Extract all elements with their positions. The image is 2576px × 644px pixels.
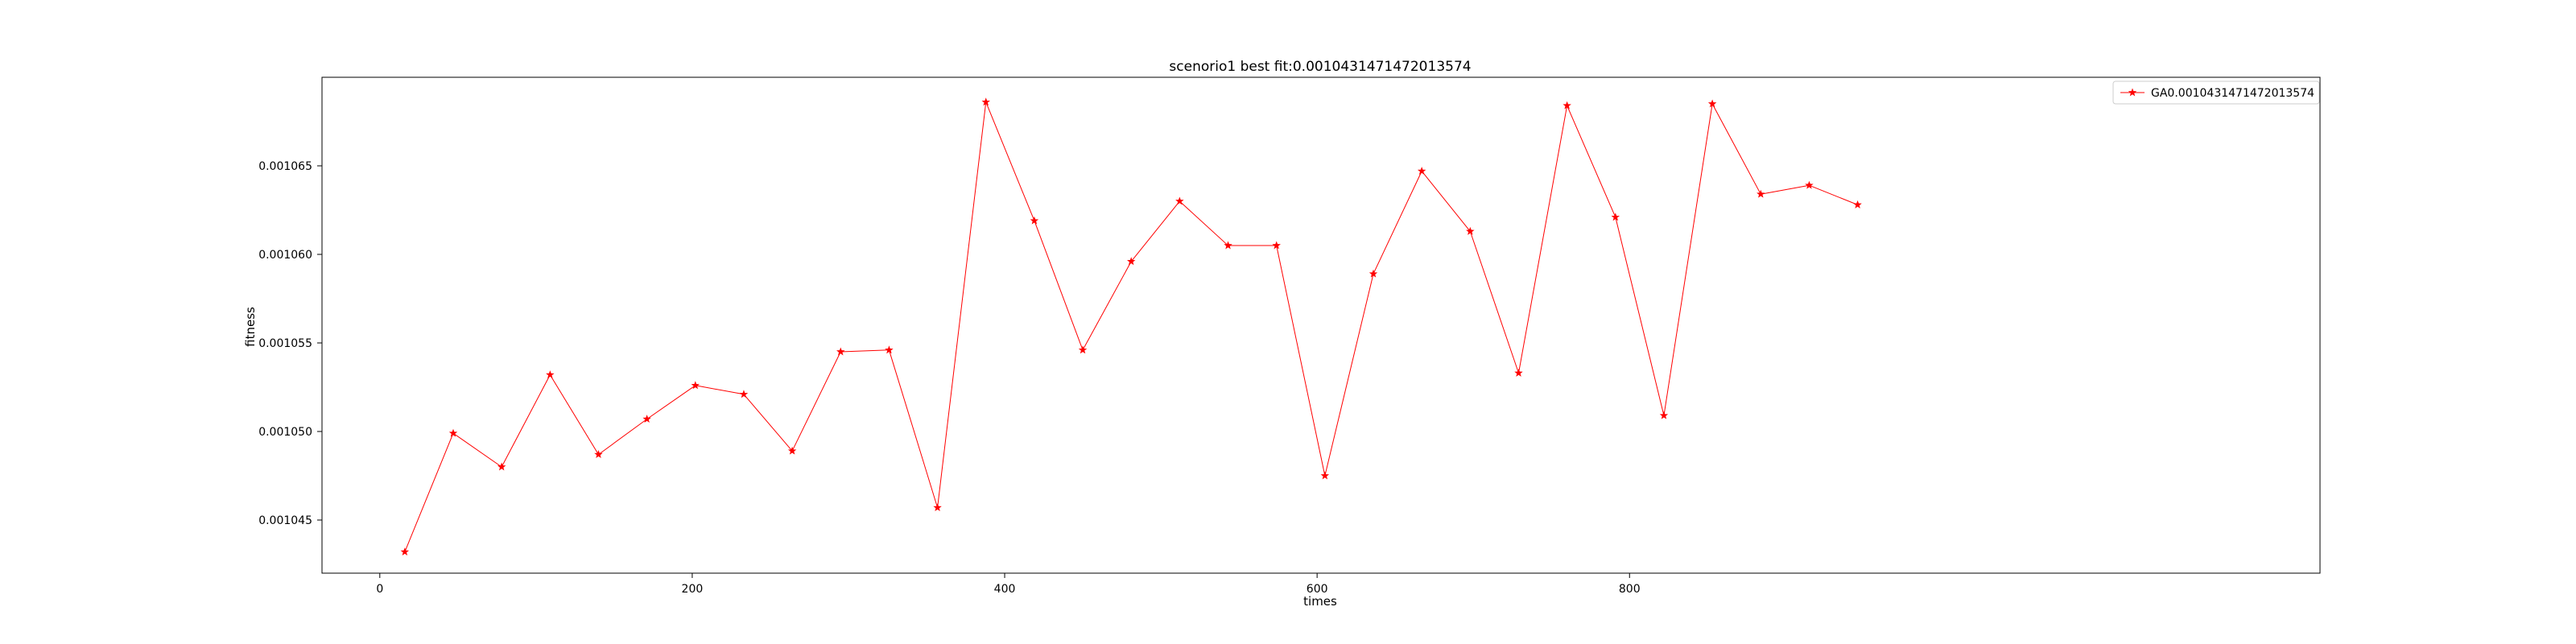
data-point-marker <box>1126 257 1136 266</box>
data-point-marker <box>1078 345 1088 354</box>
y-tick-label: 0.001050 <box>258 426 312 439</box>
data-point-marker <box>1805 180 1814 189</box>
data-point-marker <box>546 370 555 379</box>
plot-area: 0 200 400 600 800 0.001045 0.001050 0.001055 0.0… <box>258 76 2321 596</box>
data-point-marker <box>1320 471 1330 480</box>
data-point-marker <box>497 462 506 471</box>
data-point-marker <box>1757 189 1765 198</box>
plot-frame <box>321 76 2321 574</box>
data-point-marker <box>448 428 458 437</box>
data-point-marker <box>1514 368 1523 377</box>
data-point-marker <box>1853 200 1862 208</box>
x-tick-label: 400 <box>994 583 1016 596</box>
data-point-marker <box>981 97 990 106</box>
data-point-marker <box>739 390 749 398</box>
data-point-marker <box>1417 167 1426 175</box>
data-point-marker <box>1707 99 1717 108</box>
data-point-marker <box>1175 196 1184 205</box>
y-tick-label: 0.001055 <box>258 337 312 350</box>
chart-title: scenorio1 best fit:0.0010431471472013574 <box>1169 59 1471 75</box>
legend-series-label: GA0.0010431471472013574 <box>2151 87 2314 100</box>
y-axis-label: fitness <box>243 307 258 347</box>
data-point-marker <box>400 547 410 556</box>
data-point-marker <box>933 503 942 512</box>
y-tick-label: 0.001060 <box>258 249 312 262</box>
x-axis-label: times <box>1303 594 1337 609</box>
data-point-marker <box>642 415 651 423</box>
data-point-marker <box>691 381 700 390</box>
data-point-marker <box>1368 269 1378 278</box>
data-point-marker <box>787 446 797 455</box>
data-point-marker <box>885 345 894 354</box>
legend-star-marker <box>2128 88 2137 97</box>
x-tick-label: 600 <box>1307 583 1328 596</box>
x-tick-label: 800 <box>1619 583 1641 596</box>
x-tick-label: 0 <box>376 583 383 596</box>
data-point-marker <box>594 450 603 459</box>
y-tick-label: 0.001045 <box>258 514 312 527</box>
legend-box <box>2112 80 2320 105</box>
data-point-marker <box>1272 241 1281 250</box>
y-tick-label: 0.001065 <box>258 160 312 173</box>
data-point-marker <box>1611 213 1620 221</box>
x-tick-label: 200 <box>682 583 704 596</box>
data-point-marker <box>1030 216 1039 225</box>
legend: GA0.0010431471472013574 <box>2112 80 2320 105</box>
data-point-marker <box>836 347 845 356</box>
data-point-marker <box>1563 101 1571 109</box>
data-point-marker <box>1224 241 1232 250</box>
data-point-marker <box>1659 411 1669 419</box>
data-point-marker <box>1466 226 1475 235</box>
